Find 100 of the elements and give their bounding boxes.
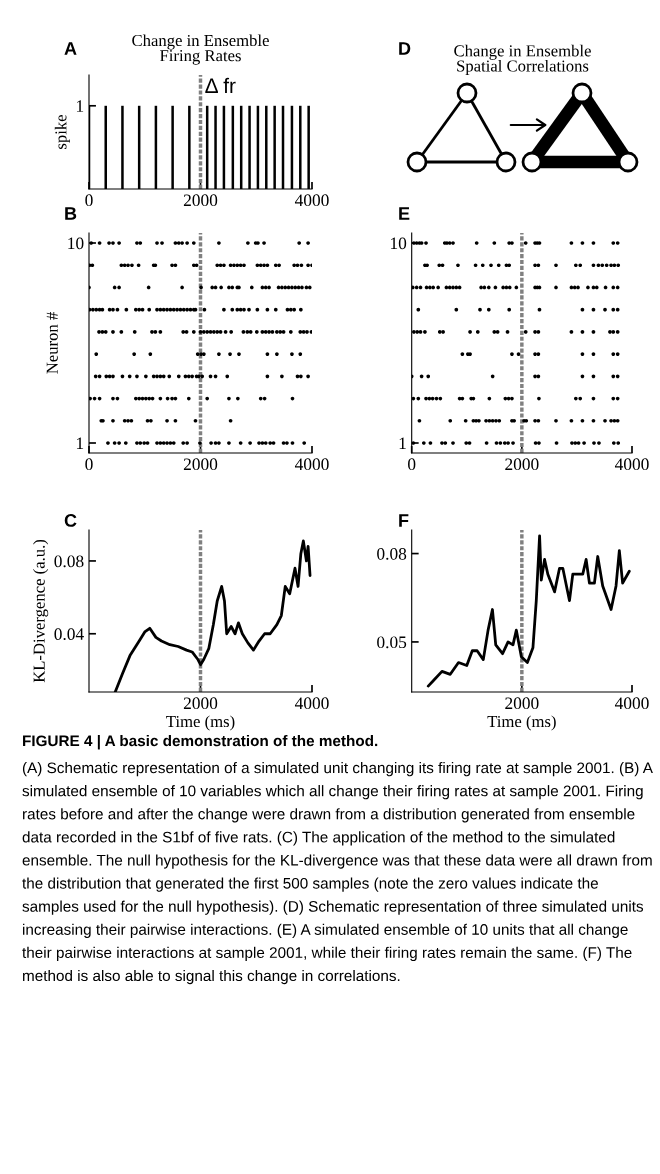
point <box>292 263 296 268</box>
point <box>170 396 174 401</box>
point <box>111 374 115 379</box>
point <box>306 263 310 268</box>
point <box>230 307 235 312</box>
point <box>275 352 279 356</box>
x-tick-label: 4000 <box>614 697 649 710</box>
point <box>554 418 558 423</box>
point <box>502 441 507 445</box>
y-tick-label: 0.04 <box>54 628 84 641</box>
point <box>281 441 286 445</box>
point <box>507 307 512 312</box>
point <box>111 241 115 245</box>
point <box>437 330 442 334</box>
point <box>454 307 459 312</box>
point <box>451 441 455 445</box>
point <box>158 441 163 445</box>
point <box>112 441 117 445</box>
point <box>299 263 304 268</box>
point <box>467 441 472 445</box>
point <box>191 330 196 334</box>
point <box>165 441 169 445</box>
point <box>615 330 620 334</box>
point <box>295 263 300 268</box>
point <box>516 352 521 356</box>
point <box>443 441 448 445</box>
point <box>155 374 159 379</box>
point <box>440 441 444 445</box>
point <box>181 330 186 334</box>
point <box>184 330 189 334</box>
x-tick-label: 4000 <box>294 697 329 710</box>
point <box>615 352 620 356</box>
point <box>480 263 485 268</box>
point <box>484 418 488 423</box>
point <box>247 307 251 312</box>
point <box>117 441 121 445</box>
point <box>569 330 574 334</box>
point <box>510 352 514 356</box>
point <box>218 330 223 334</box>
point <box>437 263 442 268</box>
point <box>299 374 303 379</box>
point <box>219 285 223 290</box>
point <box>578 396 583 401</box>
point <box>578 263 583 268</box>
point <box>230 285 235 290</box>
point <box>603 418 607 423</box>
point <box>498 441 503 445</box>
point <box>185 441 189 445</box>
point <box>536 330 541 334</box>
point <box>265 263 270 268</box>
point <box>436 285 440 290</box>
point <box>591 330 596 334</box>
point <box>496 263 501 268</box>
point <box>180 241 184 245</box>
point <box>117 241 121 245</box>
point <box>428 441 433 445</box>
point <box>260 441 265 445</box>
point <box>122 263 127 268</box>
point <box>222 263 226 268</box>
point <box>155 241 159 245</box>
point <box>615 418 620 423</box>
point <box>533 330 537 334</box>
point <box>494 441 499 445</box>
point <box>616 263 621 268</box>
point <box>277 263 281 268</box>
point <box>232 263 236 268</box>
point <box>421 441 426 445</box>
point <box>615 396 620 401</box>
point <box>306 374 310 379</box>
point <box>223 330 228 334</box>
point <box>238 441 243 445</box>
x-tick-label: 2000 <box>183 458 218 471</box>
point <box>299 307 303 312</box>
point <box>415 330 420 334</box>
point <box>217 241 221 245</box>
point <box>194 263 199 268</box>
point <box>611 441 616 445</box>
point <box>254 330 259 334</box>
point <box>235 263 240 268</box>
point <box>262 241 266 245</box>
point <box>242 307 246 312</box>
point <box>300 285 304 290</box>
point <box>463 418 468 423</box>
point <box>209 441 213 445</box>
y-tick-label: 1 <box>76 100 84 112</box>
point <box>489 263 493 268</box>
point <box>229 330 233 334</box>
point <box>301 330 306 334</box>
x-tick-label: 4000 <box>614 458 649 471</box>
point <box>153 330 158 334</box>
point <box>228 352 232 356</box>
point <box>612 263 617 268</box>
y-axis-title: spike <box>54 114 70 149</box>
point <box>506 441 510 445</box>
point <box>411 441 416 445</box>
point <box>267 330 271 334</box>
point <box>123 441 128 445</box>
point <box>265 352 270 356</box>
point <box>200 374 205 379</box>
point <box>89 263 92 268</box>
